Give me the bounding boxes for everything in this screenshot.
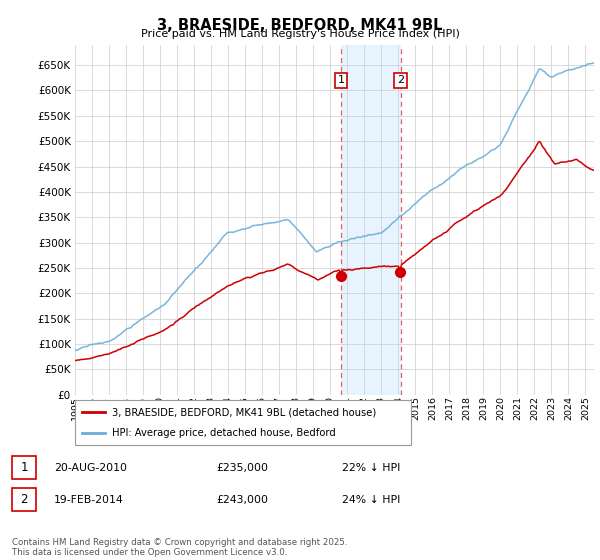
Text: 3, BRAESIDE, BEDFORD, MK41 9BL (detached house): 3, BRAESIDE, BEDFORD, MK41 9BL (detached… — [112, 408, 376, 418]
Text: £235,000: £235,000 — [216, 463, 268, 473]
Text: 1: 1 — [20, 461, 28, 474]
Text: £243,000: £243,000 — [216, 494, 268, 505]
Bar — [341, 45, 401, 395]
Text: HPI: Average price, detached house, Bedford: HPI: Average price, detached house, Bedf… — [112, 428, 336, 438]
Text: 20-AUG-2010: 20-AUG-2010 — [54, 463, 127, 473]
Text: 19-FEB-2014: 19-FEB-2014 — [54, 494, 124, 505]
Text: 24% ↓ HPI: 24% ↓ HPI — [342, 494, 400, 505]
Text: 2: 2 — [397, 75, 404, 85]
Text: 22% ↓ HPI: 22% ↓ HPI — [342, 463, 400, 473]
FancyBboxPatch shape — [75, 400, 411, 445]
Text: 2: 2 — [20, 493, 28, 506]
Text: Price paid vs. HM Land Registry's House Price Index (HPI): Price paid vs. HM Land Registry's House … — [140, 29, 460, 39]
Text: 1: 1 — [338, 75, 344, 85]
Text: Contains HM Land Registry data © Crown copyright and database right 2025.
This d: Contains HM Land Registry data © Crown c… — [12, 538, 347, 557]
Text: 3, BRAESIDE, BEDFORD, MK41 9BL: 3, BRAESIDE, BEDFORD, MK41 9BL — [157, 18, 443, 33]
